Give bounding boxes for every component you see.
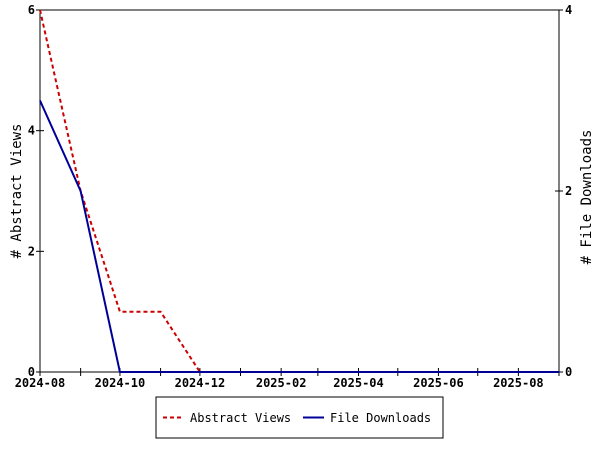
- x-tick-label: 2025-04: [333, 376, 384, 390]
- legend-label-abstract-views: Abstract Views: [190, 411, 291, 425]
- x-tick-label: 2025-08: [493, 376, 544, 390]
- y-right-tick-label: 4: [565, 3, 572, 17]
- y-right-tick-label: 2: [565, 184, 572, 198]
- series-lines: [39, 9, 559, 373]
- x-tick-label: 2025-02: [256, 376, 307, 390]
- legend-label-file-downloads: File Downloads: [330, 411, 431, 425]
- axes: 2024-08 2024-10 2024-12 2025-02 2025-04 2025-…: [15, 3, 573, 390]
- y-left-tick-label: 0: [28, 365, 35, 379]
- plot-frame: [39, 9, 560, 373]
- plot-area: [39, 9, 560, 373]
- y-right-tick-label: 0: [565, 365, 572, 379]
- legend-box: [155, 396, 444, 439]
- series-line-file-downloads: [39, 100, 559, 373]
- x-tick-label: 2024-10: [95, 376, 146, 390]
- y-left-tick-label: 2: [28, 244, 35, 258]
- y-left-tick-label: 6: [28, 3, 35, 17]
- x-tick-label: 2025-06: [413, 376, 464, 390]
- y-axis-left-title: # Abstract Views: [9, 124, 25, 259]
- y-axis-right-title: # File Downloads: [579, 130, 595, 265]
- x-tick-label: 2024-12: [175, 376, 226, 390]
- legend: Abstract Views File Downloads: [155, 396, 444, 439]
- y-left-tick-label: 4: [28, 124, 35, 138]
- x-tick-label: 2024-08: [15, 376, 66, 390]
